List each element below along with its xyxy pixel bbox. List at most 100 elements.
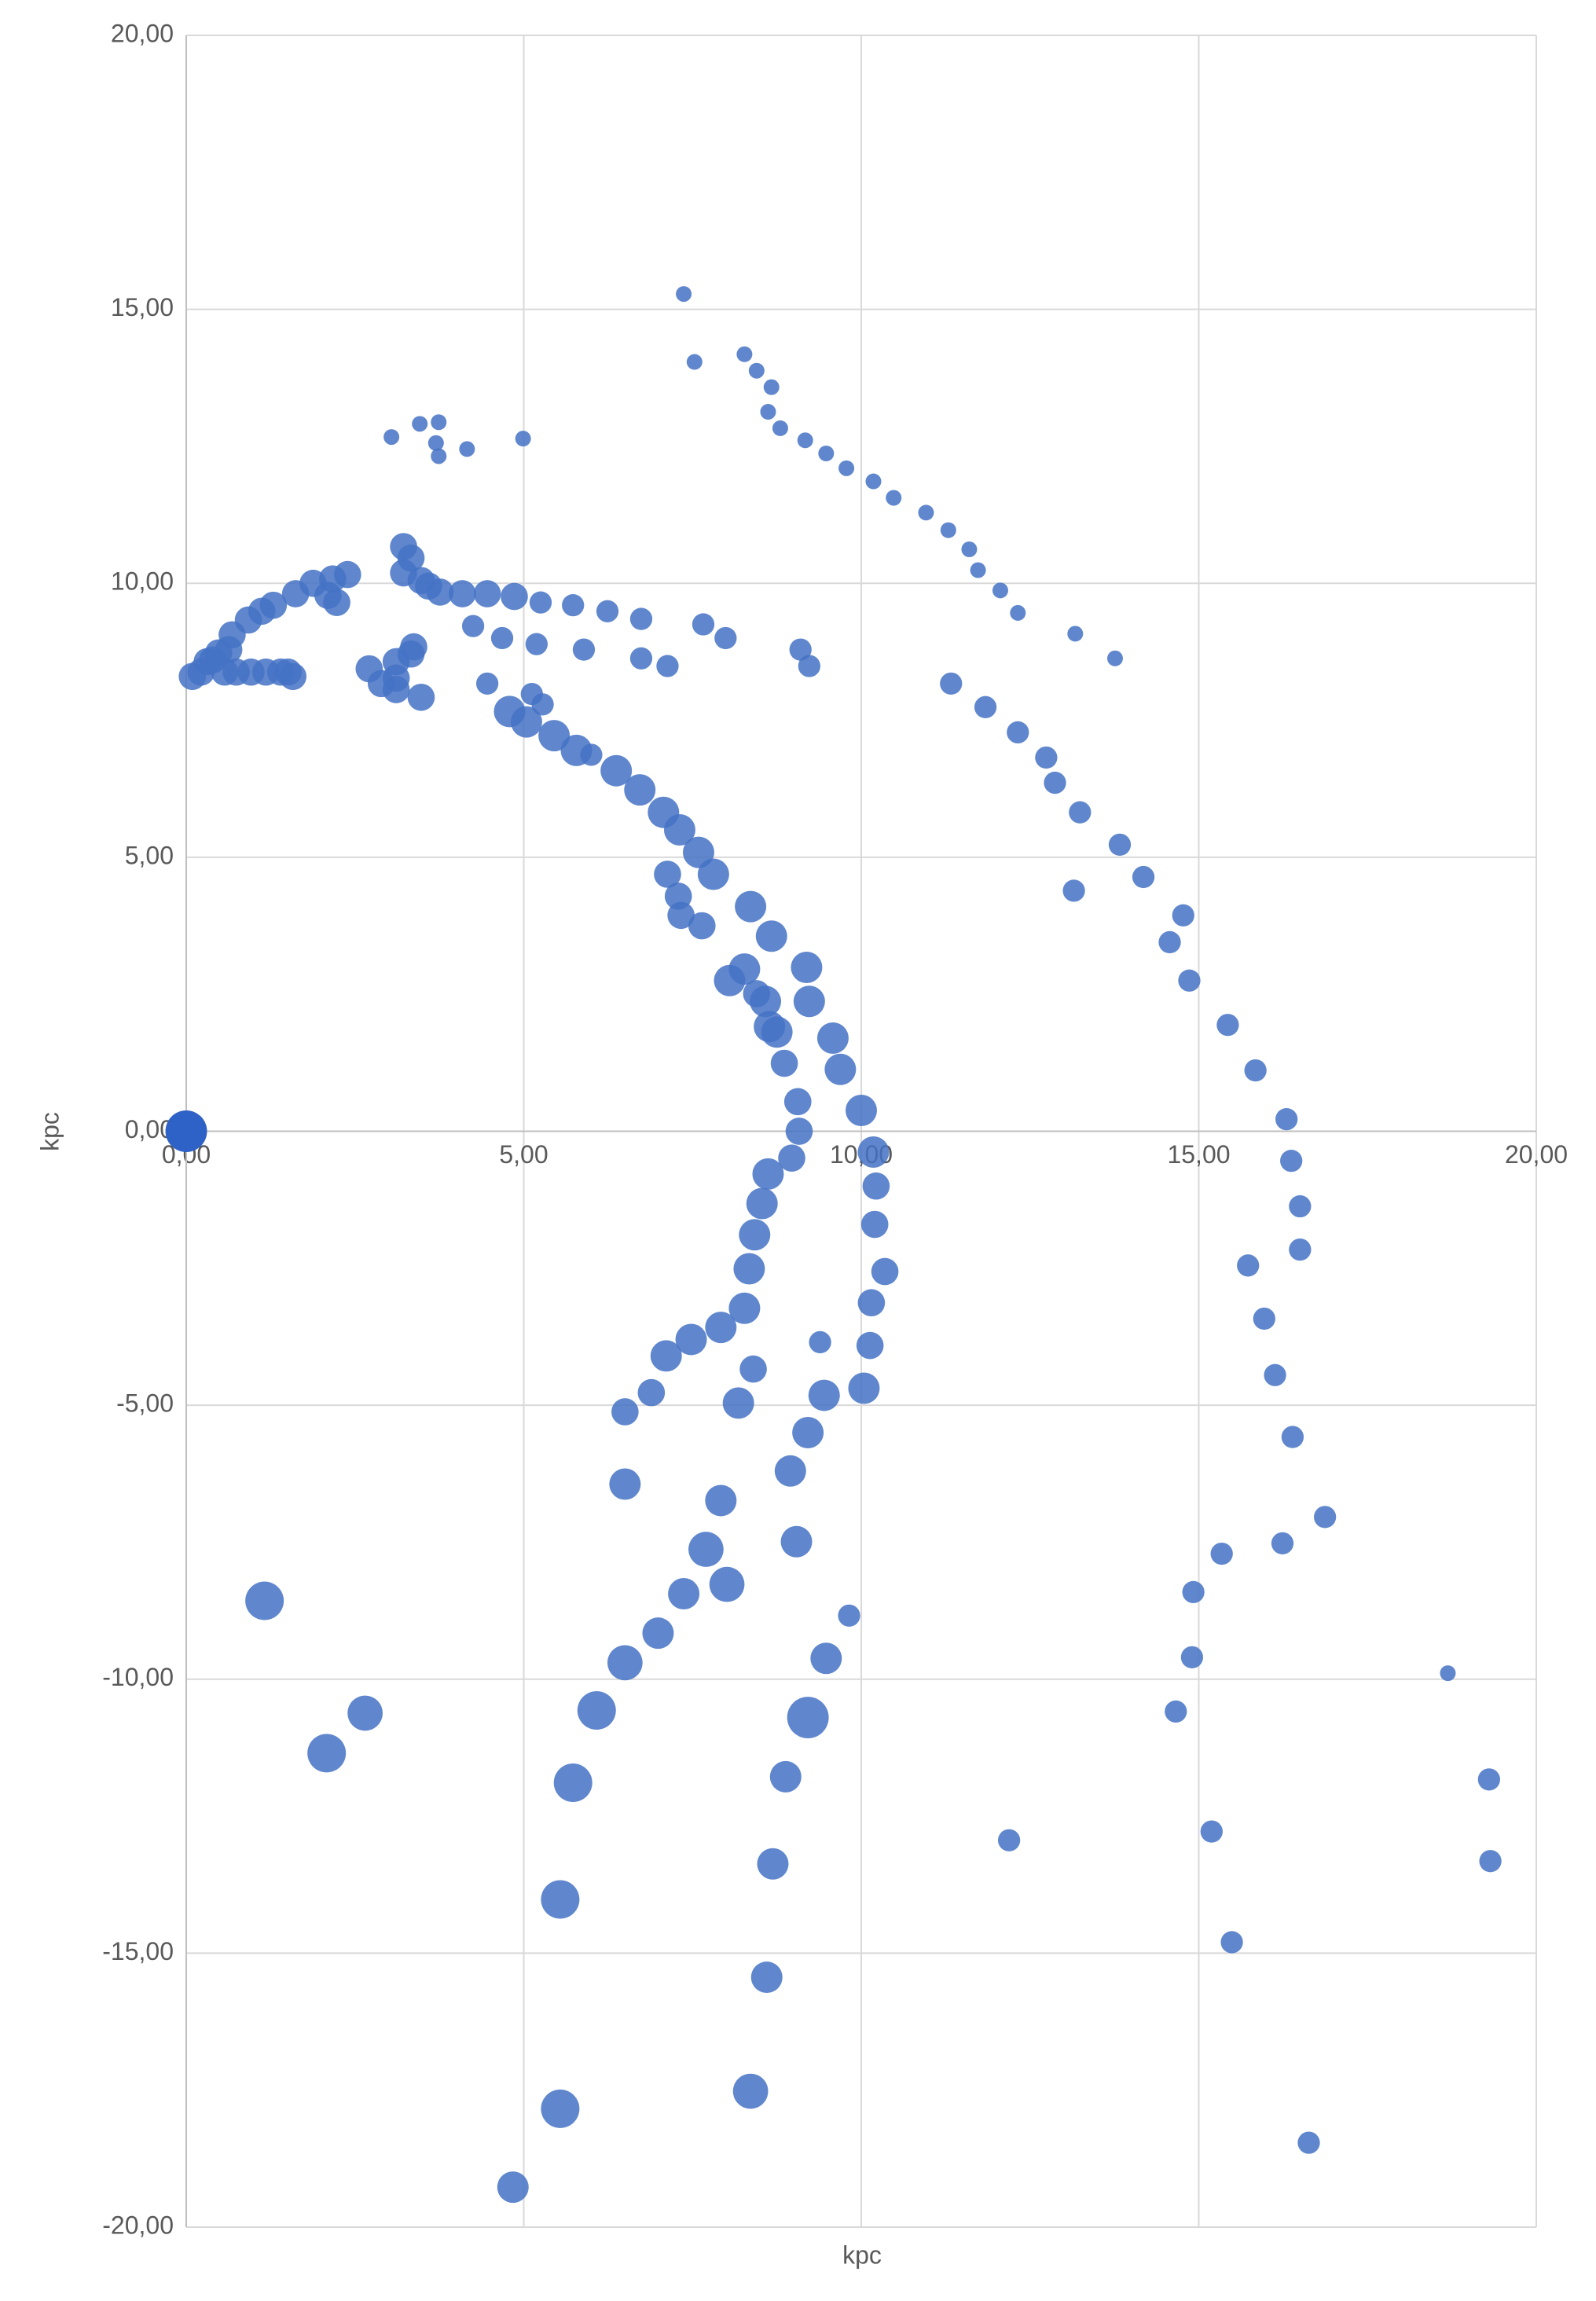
bubble [750,985,782,1018]
bubble [728,1292,761,1324]
bubble [792,1416,824,1448]
bubble [705,1484,737,1517]
bubble [562,593,585,617]
bubble [824,1053,857,1085]
x-axis-title: kpc [842,2240,882,2269]
bubble [1280,1150,1303,1173]
bubble [553,1763,593,1803]
y-tick-label: 15,00 [111,293,174,321]
bubble [600,754,633,787]
bubble [427,435,444,451]
bubble [857,1289,886,1317]
bubble [940,522,956,538]
bubble [793,985,825,1018]
bubble [760,404,776,420]
bubble [1035,746,1058,769]
bubble [761,1016,793,1048]
y-tick-label: 5,00 [125,841,174,869]
x-tick-label: 5,00 [499,1140,548,1169]
y-axis-title: kpc [35,1112,64,1151]
bubble [688,1532,724,1567]
bubble [808,1379,840,1411]
bubble [663,814,695,846]
bubble [245,1581,284,1620]
y-tick-label: -20,00 [102,2211,174,2239]
bubble [992,582,1008,599]
bubble [735,890,767,923]
bubble [1010,604,1026,621]
bubble [624,774,656,806]
bubble [772,420,788,436]
bubble [501,582,528,611]
x-tick-label: 15,00 [1167,1140,1230,1169]
bubble [816,1022,849,1054]
bubble [865,473,882,490]
bubble [431,414,447,431]
bubble [757,1848,789,1880]
bubble [1440,1665,1456,1682]
bubble [797,432,813,449]
bubble [997,1829,1021,1851]
bubble [736,346,753,362]
y-tick-label: 10,00 [111,567,174,596]
bubble [1180,1646,1204,1669]
bubble [769,1760,802,1793]
bubble [750,1962,783,1994]
bubble [848,1372,880,1404]
bubble [780,1525,813,1558]
y-tick-label: -5,00 [116,1389,174,1418]
bubble [412,416,428,432]
bubble [871,1257,899,1286]
bubble [654,861,681,888]
bubble [650,1340,682,1372]
bubble [1237,1254,1260,1277]
bubble [860,1210,889,1239]
bubble [1281,1426,1304,1448]
bubble [1178,969,1201,992]
bubble [1069,801,1092,824]
bubble [791,952,823,984]
bubble [510,706,542,738]
bubble [333,560,361,589]
bubble [970,562,986,578]
bubble [746,1187,778,1220]
bubble [838,460,855,476]
bubble [1289,1238,1312,1261]
bubble [1244,1059,1267,1082]
bubble [307,1734,347,1773]
bubble [449,580,476,607]
bubble [461,615,485,637]
bubble [774,1455,806,1487]
bubble [752,1158,784,1190]
bubble [1062,879,1085,902]
bubble [763,379,780,395]
bubble [629,647,653,670]
bubble [1182,1580,1205,1604]
bubble [688,912,716,940]
bubble [770,1049,798,1077]
bubble [739,1219,771,1251]
bubble [538,720,571,752]
x-tick-label: 20,00 [1505,1140,1568,1169]
bubble [580,743,603,766]
bubble [426,578,454,606]
bubble [1216,1014,1239,1037]
bubble [515,431,531,447]
bubble [1271,1532,1294,1554]
y-tick-label: -10,00 [102,1663,174,1691]
bubble [846,1095,877,1127]
bubble [629,607,653,630]
bubble [1108,833,1132,856]
bubble [918,505,934,521]
bubble [722,1387,754,1419]
bubble [714,626,737,650]
bubble [692,613,715,636]
bubble [961,541,978,558]
bubble [1158,930,1181,954]
bubble [431,448,447,464]
y-tick-label: -15,00 [102,1937,174,1965]
bubble [1200,1820,1223,1843]
bubble [382,676,410,703]
bubble [686,354,703,370]
bubble [940,672,963,695]
